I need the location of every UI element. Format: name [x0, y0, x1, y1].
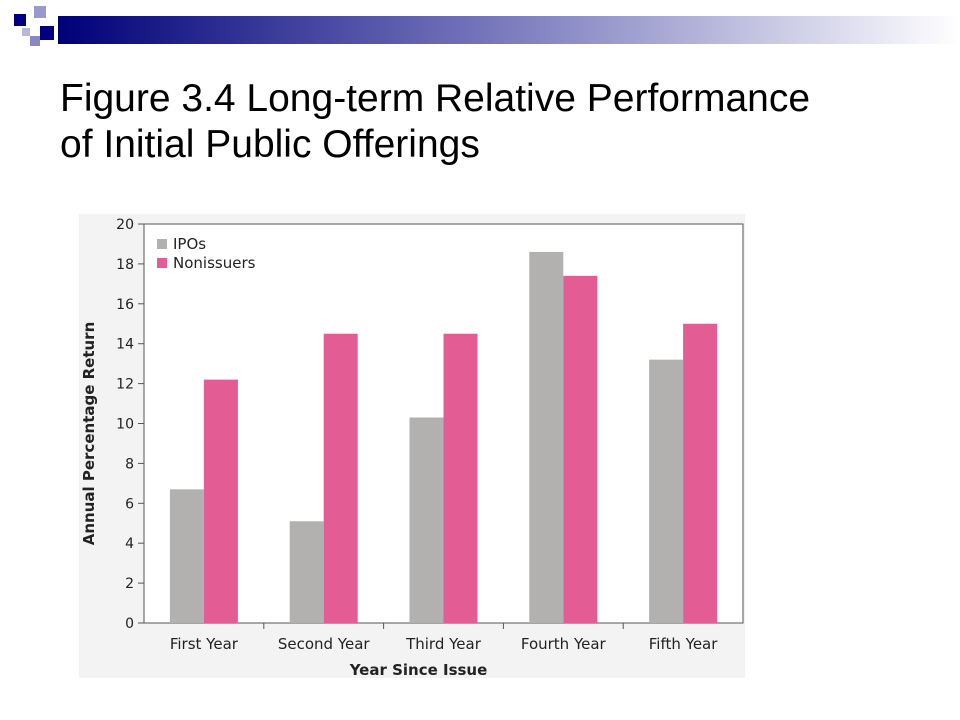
y-tick-label: 0: [125, 616, 134, 632]
slide-title-line-2: of Initial Public Offerings: [60, 123, 480, 166]
x-tick-label: Second Year: [278, 635, 371, 653]
y-tick-label: 4: [125, 536, 134, 552]
x-tick-label: First Year: [170, 635, 239, 653]
slide-title: Figure 3.4 Long-term Relative Performanc…: [60, 76, 940, 168]
y-tick-label: 12: [116, 377, 134, 393]
bar-ipos-first-year: [169, 489, 204, 623]
bar-nonissuers-fifth-year: [683, 323, 718, 623]
chart-figure: 0 2 4 6 8 10 12 14 16 18 20 First Year Second Year Th…: [79, 214, 745, 678]
bar-ipos-second-year: [289, 521, 324, 623]
legend-label-ipos: IPOs: [173, 235, 206, 253]
decorative-banner: [14, 6, 960, 46]
banner-square: [34, 6, 46, 18]
legend-swatch-nonissuers: [157, 258, 167, 268]
bar-nonissuers-third-year: [443, 333, 478, 623]
banner-square: [30, 36, 40, 46]
bar-chart: 0 2 4 6 8 10 12 14 16 18 20 First Year Second Year Th…: [80, 217, 744, 678]
y-axis-title: Annual Percentage Return: [80, 322, 98, 546]
banner-gradient-bar: [58, 16, 960, 44]
banner-square: [22, 28, 30, 36]
banner-square: [40, 26, 54, 40]
y-tick-label: 18: [116, 257, 134, 273]
bar-nonissuers-fourth-year: [563, 275, 598, 623]
x-tick-label: Fifth Year: [649, 635, 718, 653]
bar-nonissuers-first-year: [203, 379, 238, 623]
bar-ipos-fifth-year: [649, 359, 684, 623]
legend-swatch-ipos: [157, 239, 167, 249]
slide-title-line-1: Figure 3.4 Long-term Relative Performanc…: [60, 77, 811, 120]
y-tick-label: 10: [116, 417, 134, 433]
y-tick-label: 16: [116, 297, 134, 313]
bar-nonissuers-second-year: [323, 333, 358, 623]
x-axis-title: Year Since Issue: [349, 661, 488, 678]
banner-square: [14, 14, 26, 26]
bar-ipos-third-year: [409, 417, 444, 623]
legend-label-nonissuers: Nonissuers: [173, 254, 256, 272]
bar-ipos-fourth-year: [529, 251, 564, 623]
y-tick-label: 20: [116, 217, 134, 233]
y-tick-label: 14: [116, 337, 134, 353]
x-tick-label: Fourth Year: [521, 635, 607, 653]
y-tick-label: 6: [125, 496, 134, 512]
y-tick-label: 2: [125, 576, 134, 592]
y-tick-label: 8: [125, 456, 134, 472]
x-tick-label: Third Year: [405, 635, 482, 653]
